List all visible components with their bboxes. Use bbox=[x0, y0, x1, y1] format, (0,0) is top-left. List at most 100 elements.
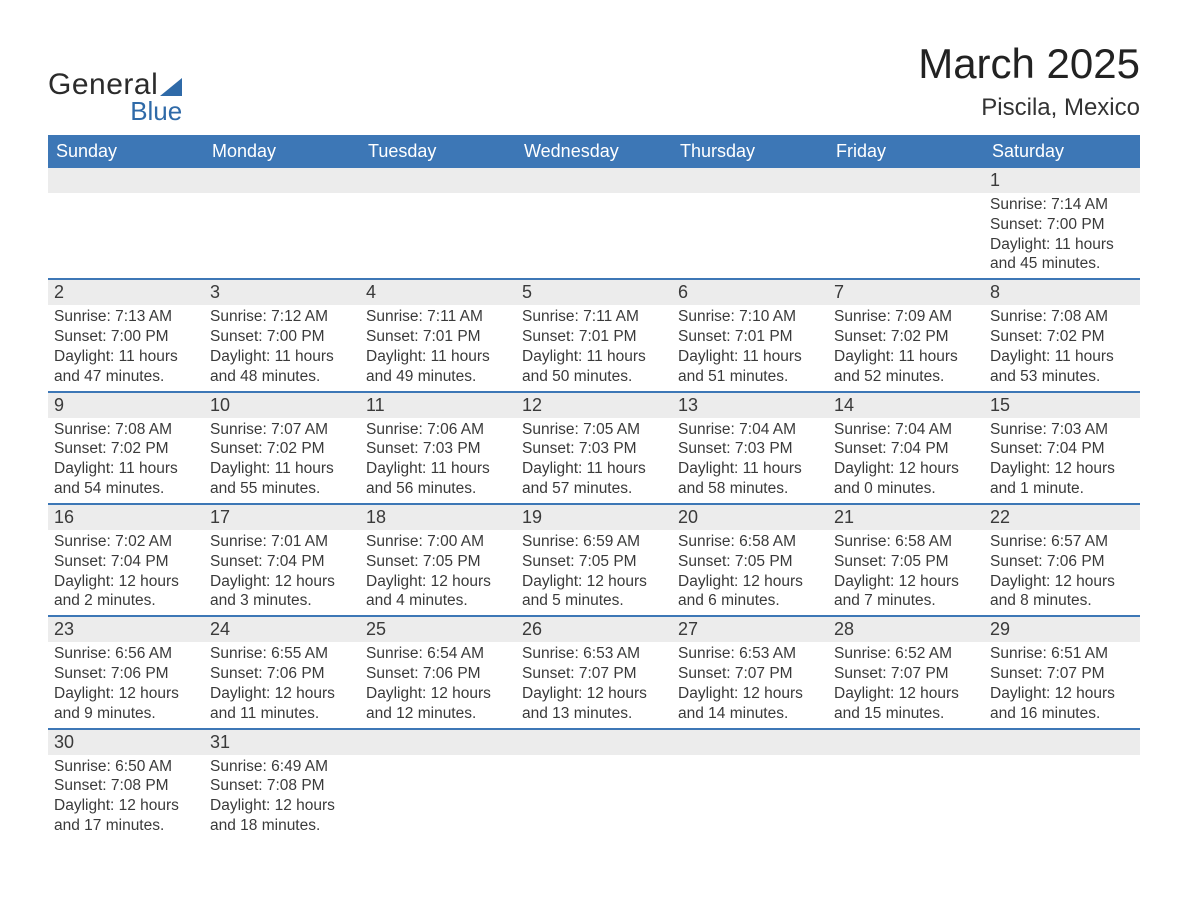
sail-icon bbox=[160, 78, 182, 96]
sunrise-text: Sunrise: 6:53 AM bbox=[522, 644, 666, 664]
day-detail: Sunrise: 6:58 AMSunset: 7:05 PMDaylight:… bbox=[672, 530, 828, 616]
sunset-text: Sunset: 7:06 PM bbox=[210, 664, 354, 684]
sunrise-text: Sunrise: 6:56 AM bbox=[54, 644, 198, 664]
header: General Blue March 2025 Piscila, Mexico bbox=[48, 40, 1140, 127]
sunrise-text: Sunrise: 7:07 AM bbox=[210, 420, 354, 440]
sunrise-text: Sunrise: 6:53 AM bbox=[678, 644, 822, 664]
daylight-text: Daylight: 11 hours and 57 minutes. bbox=[522, 459, 666, 499]
day-detail: Sunrise: 6:50 AMSunset: 7:08 PMDaylight:… bbox=[48, 755, 204, 840]
day-number: 18 bbox=[360, 504, 516, 530]
day-number: 20 bbox=[672, 504, 828, 530]
sunrise-text: Sunrise: 7:04 AM bbox=[678, 420, 822, 440]
day-detail: Sunrise: 6:54 AMSunset: 7:06 PMDaylight:… bbox=[360, 642, 516, 728]
day-header-row: Sunday Monday Tuesday Wednesday Thursday… bbox=[48, 135, 1140, 168]
sunset-text: Sunset: 7:01 PM bbox=[522, 327, 666, 347]
sunrise-text: Sunrise: 6:59 AM bbox=[522, 532, 666, 552]
sunrise-text: Sunrise: 7:11 AM bbox=[522, 307, 666, 327]
day-header: Saturday bbox=[984, 135, 1140, 168]
week-number-row: 9101112131415 bbox=[48, 392, 1140, 418]
sunrise-text: Sunrise: 7:04 AM bbox=[834, 420, 978, 440]
day-detail: Sunrise: 7:14 AMSunset: 7:00 PMDaylight:… bbox=[984, 193, 1140, 279]
day-number bbox=[672, 168, 828, 193]
day-number: 7 bbox=[828, 279, 984, 305]
sunset-text: Sunset: 7:07 PM bbox=[678, 664, 822, 684]
day-detail bbox=[672, 755, 828, 840]
week-number-row: 3031 bbox=[48, 729, 1140, 755]
day-detail: Sunrise: 6:55 AMSunset: 7:06 PMDaylight:… bbox=[204, 642, 360, 728]
day-detail: Sunrise: 6:59 AMSunset: 7:05 PMDaylight:… bbox=[516, 530, 672, 616]
sunset-text: Sunset: 7:07 PM bbox=[522, 664, 666, 684]
week-detail-row: Sunrise: 7:02 AMSunset: 7:04 PM Daylight:… bbox=[48, 530, 1140, 616]
daylight-text: Daylight: 12 hours and 17 minutes. bbox=[54, 796, 198, 836]
day-number: 27 bbox=[672, 616, 828, 642]
sunset-text: Sunset: 7:00 PM bbox=[990, 215, 1134, 235]
day-number: 16 bbox=[48, 504, 204, 530]
day-detail: Sunrise: 7:09 AMSunset: 7:02 PMDaylight:… bbox=[828, 305, 984, 391]
daylight-text: Daylight: 12 hours and 3 minutes. bbox=[210, 572, 354, 612]
day-detail: Sunrise: 7:11 AMSunset: 7:01 PMDaylight:… bbox=[516, 305, 672, 391]
sunset-text: Sunset: 7:04 PM bbox=[54, 552, 198, 572]
day-number: 2 bbox=[48, 279, 204, 305]
daylight-text: Daylight: 12 hours and 12 minutes. bbox=[366, 684, 510, 724]
sunrise-text: Sunrise: 6:57 AM bbox=[990, 532, 1134, 552]
sunset-text: Sunset: 7:02 PM bbox=[210, 439, 354, 459]
sunrise-text: Sunrise: 7:01 AM bbox=[210, 532, 354, 552]
day-number: 29 bbox=[984, 616, 1140, 642]
brand-logo: General Blue bbox=[48, 68, 182, 127]
day-number: 8 bbox=[984, 279, 1140, 305]
daylight-text: Daylight: 12 hours and 4 minutes. bbox=[366, 572, 510, 612]
sunset-text: Sunset: 7:05 PM bbox=[834, 552, 978, 572]
day-header: Wednesday bbox=[516, 135, 672, 168]
week-number-row: 16171819202122 bbox=[48, 504, 1140, 530]
sunrise-text: Sunrise: 7:10 AM bbox=[678, 307, 822, 327]
day-detail bbox=[360, 193, 516, 279]
day-detail bbox=[828, 193, 984, 279]
day-number: 26 bbox=[516, 616, 672, 642]
location-label: Piscila, Mexico bbox=[918, 94, 1140, 122]
sunrise-text: Sunrise: 6:52 AM bbox=[834, 644, 978, 664]
day-detail: Sunrise: 6:53 AMSunset: 7:07 PMDaylight:… bbox=[672, 642, 828, 728]
sunset-text: Sunset: 7:00 PM bbox=[210, 327, 354, 347]
day-detail bbox=[516, 755, 672, 840]
daylight-text: Daylight: 11 hours and 53 minutes. bbox=[990, 347, 1134, 387]
sunrise-text: Sunrise: 6:50 AM bbox=[54, 757, 198, 777]
day-detail: Sunrise: 6:53 AMSunset: 7:07 PMDaylight:… bbox=[516, 642, 672, 728]
day-number: 17 bbox=[204, 504, 360, 530]
sunset-text: Sunset: 7:05 PM bbox=[678, 552, 822, 572]
sunset-text: Sunset: 7:07 PM bbox=[834, 664, 978, 684]
daylight-text: Daylight: 12 hours and 9 minutes. bbox=[54, 684, 198, 724]
day-detail: Sunrise: 7:06 AMSunset: 7:03 PMDaylight:… bbox=[360, 418, 516, 504]
week-number-row: 2345678 bbox=[48, 279, 1140, 305]
sunrise-text: Sunrise: 7:02 AM bbox=[54, 532, 198, 552]
sunrise-text: Sunrise: 6:58 AM bbox=[678, 532, 822, 552]
daylight-text: Daylight: 12 hours and 16 minutes. bbox=[990, 684, 1134, 724]
day-number: 4 bbox=[360, 279, 516, 305]
daylight-text: Daylight: 12 hours and 11 minutes. bbox=[210, 684, 354, 724]
day-number: 15 bbox=[984, 392, 1140, 418]
daylight-text: Daylight: 11 hours and 48 minutes. bbox=[210, 347, 354, 387]
calendar-table: Sunday Monday Tuesday Wednesday Thursday… bbox=[48, 135, 1140, 840]
sunset-text: Sunset: 7:03 PM bbox=[366, 439, 510, 459]
sunset-text: Sunset: 7:00 PM bbox=[54, 327, 198, 347]
daylight-text: Daylight: 11 hours and 54 minutes. bbox=[54, 459, 198, 499]
sunrise-text: Sunrise: 7:06 AM bbox=[366, 420, 510, 440]
day-number: 14 bbox=[828, 392, 984, 418]
day-number: 23 bbox=[48, 616, 204, 642]
sunset-text: Sunset: 7:08 PM bbox=[54, 776, 198, 796]
week-number-row: 23242526272829 bbox=[48, 616, 1140, 642]
sunset-text: Sunset: 7:06 PM bbox=[54, 664, 198, 684]
brand-word-2: Blue bbox=[120, 96, 182, 127]
day-detail: Sunrise: 7:02 AMSunset: 7:04 PMDaylight:… bbox=[48, 530, 204, 616]
day-detail: Sunrise: 7:11 AMSunset: 7:01 PMDaylight:… bbox=[360, 305, 516, 391]
daylight-text: Daylight: 11 hours and 49 minutes. bbox=[366, 347, 510, 387]
sunrise-text: Sunrise: 6:51 AM bbox=[990, 644, 1134, 664]
day-detail: Sunrise: 7:01 AMSunset: 7:04 PMDaylight:… bbox=[204, 530, 360, 616]
day-number: 6 bbox=[672, 279, 828, 305]
day-detail bbox=[516, 193, 672, 279]
day-number: 3 bbox=[204, 279, 360, 305]
day-detail: Sunrise: 6:49 AMSunset: 7:08 PMDaylight:… bbox=[204, 755, 360, 840]
day-detail: Sunrise: 6:58 AMSunset: 7:05 PMDaylight:… bbox=[828, 530, 984, 616]
day-header: Thursday bbox=[672, 135, 828, 168]
sunrise-text: Sunrise: 6:54 AM bbox=[366, 644, 510, 664]
sunrise-text: Sunrise: 7:03 AM bbox=[990, 420, 1134, 440]
